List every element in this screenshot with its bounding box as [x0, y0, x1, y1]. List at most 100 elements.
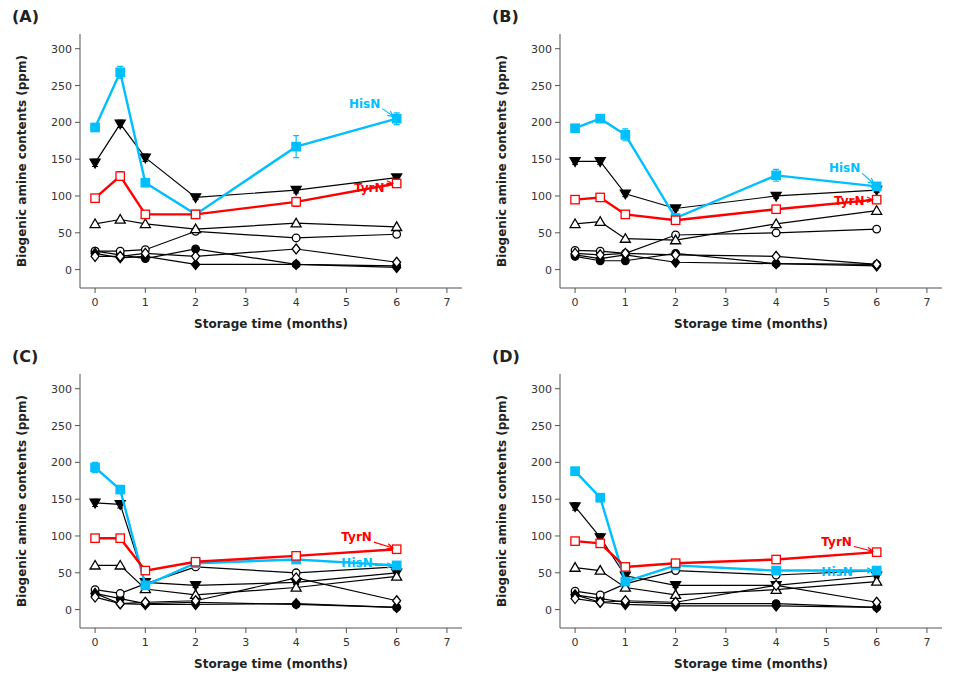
x-axis-line: [560, 288, 942, 289]
tick-label: 50: [538, 227, 552, 240]
tick-label: 150: [51, 153, 72, 166]
tick-label: 200: [531, 116, 552, 129]
series-line: [95, 231, 397, 251]
marker: [621, 248, 629, 258]
marker: [116, 251, 124, 261]
marker: [392, 222, 402, 231]
tick-label: 300: [531, 43, 552, 56]
panel: (D)05010015020025030001234567Storage tim…: [492, 347, 942, 671]
marker: [116, 485, 124, 493]
series: [571, 580, 881, 607]
series-line: [95, 72, 397, 214]
marker: [571, 195, 579, 203]
marker: [772, 229, 780, 237]
tick: [296, 628, 297, 633]
tick: [75, 195, 80, 196]
tick: [396, 628, 397, 633]
tick: [75, 609, 80, 610]
tick: [346, 288, 347, 293]
marker: [621, 131, 629, 139]
tick: [75, 572, 80, 573]
marker: [772, 580, 780, 590]
tick: [75, 269, 80, 270]
tick: [555, 232, 560, 233]
marker: [772, 566, 780, 574]
tick: [75, 122, 80, 123]
tick: [75, 159, 80, 160]
series: [571, 114, 881, 222]
tick-label: 2: [672, 636, 679, 649]
series-line: [575, 229, 877, 253]
marker: [90, 219, 100, 228]
marker: [292, 244, 300, 254]
axis-label: Storage time (months): [674, 317, 828, 331]
marker: [140, 154, 150, 163]
marker: [91, 592, 99, 602]
marker: [191, 210, 199, 218]
series-line: [95, 593, 397, 607]
marker: [596, 539, 604, 547]
tick-label: 5: [343, 296, 350, 309]
marker: [570, 503, 580, 512]
series: [571, 225, 880, 257]
tick: [95, 628, 96, 633]
marker: [621, 563, 629, 571]
marker: [873, 259, 881, 269]
marker: [292, 552, 300, 560]
marker: [393, 257, 401, 267]
marker: [596, 493, 604, 501]
tick: [95, 288, 96, 293]
marker: [672, 597, 680, 607]
tick: [446, 628, 447, 633]
annotation-arrow: [855, 568, 873, 573]
marker: [571, 467, 579, 475]
tick-label: 0: [545, 604, 552, 617]
series: [91, 590, 400, 612]
marker: [91, 534, 99, 542]
annotation: TyrN: [821, 535, 852, 549]
marker: [772, 205, 780, 213]
tick-label: 2: [192, 296, 199, 309]
marker: [115, 560, 125, 569]
axis-label: Biogenic amine contents (ppm): [495, 395, 509, 607]
series: [571, 467, 881, 586]
tick: [145, 288, 146, 293]
marker: [596, 250, 604, 260]
marker: [873, 597, 881, 607]
tick-label: 50: [58, 227, 72, 240]
marker: [116, 599, 124, 609]
plot-area: [570, 467, 882, 612]
series: [570, 206, 882, 244]
tick: [75, 48, 80, 49]
series: [90, 215, 402, 233]
tick: [245, 288, 246, 293]
tick: [555, 535, 560, 536]
marker: [192, 596, 200, 606]
series-line: [95, 176, 397, 214]
tick-label: 6: [873, 296, 880, 309]
marker: [570, 219, 580, 228]
marker: [91, 123, 99, 131]
tick: [555, 609, 560, 610]
tick-label: 150: [51, 493, 72, 506]
tick-label: 300: [51, 383, 72, 396]
marker: [291, 186, 301, 195]
marker: [571, 124, 579, 132]
marker: [772, 555, 780, 563]
series: [91, 588, 401, 612]
tick-label: 250: [531, 80, 552, 93]
tick: [75, 535, 80, 536]
marker: [141, 179, 149, 187]
tick-label: 3: [242, 636, 249, 649]
tick-label: 100: [51, 190, 72, 203]
annotation-arrow: [862, 173, 873, 183]
series-line: [95, 253, 397, 267]
tick: [75, 462, 80, 463]
marker: [141, 566, 149, 574]
tick-label: 4: [293, 636, 300, 649]
marker: [671, 559, 679, 567]
series: [570, 158, 882, 214]
tick: [725, 628, 726, 633]
plot-area: [570, 114, 882, 270]
y-axis-line: [80, 34, 81, 288]
